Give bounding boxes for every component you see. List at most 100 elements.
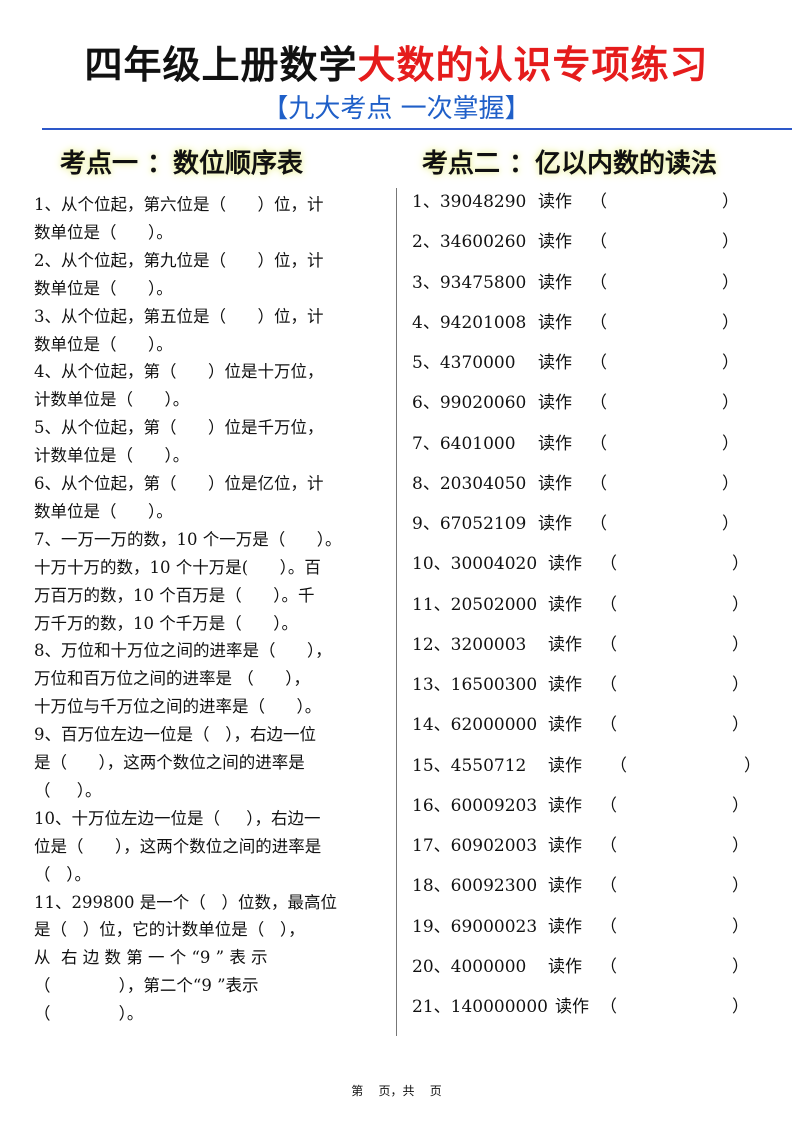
reading-question: 10、30004020 读作 （ ） <box>412 553 749 575</box>
question-line: 5、从个位起，第（ ）位是千万位， <box>34 418 324 438</box>
title-black: 四年级上册数学 <box>84 43 358 87</box>
question-line: 万千万的数，10 个千万是（ ）。 <box>34 613 298 633</box>
question-line: 6、从个位起，第（ ）位是亿位，计 <box>34 474 324 493</box>
reading-question: 7、6401000 读作 （ ） <box>412 433 739 455</box>
answer-close-paren: ） <box>722 192 739 212</box>
question-line: 数单位是（ ）。 <box>34 501 173 521</box>
question-line: 9、百万位左边一位是（ ），右边一位 <box>34 725 316 745</box>
question-number: 2、34600260 <box>412 232 527 253</box>
answer-close-paren: ） <box>722 473 739 494</box>
question-line: 万位和百万位之间的进率是 （ ）， <box>34 669 310 689</box>
question-line: 位是（ ），这两个数位之间的进率是 <box>34 836 322 856</box>
read-label: 读作 <box>538 353 572 373</box>
question-line: 十万十万的数，10 个十万是( ）。百 <box>34 557 321 577</box>
question-number: 18、60092300 <box>412 876 538 897</box>
answer-open-paren[interactable]: （ <box>600 715 617 736</box>
read-label: 读作 <box>548 755 582 776</box>
answer-open-paren[interactable]: （ <box>600 675 617 695</box>
reading-question: 19、69000023 读作 （ ） <box>412 916 749 938</box>
reading-question: 15、4550712 读作 （ ） <box>412 755 761 777</box>
answer-open-paren[interactable]: （ <box>600 997 617 1017</box>
answer-open-paren[interactable]: （ <box>600 594 617 615</box>
subtitle: 【九大考点 一次掌握】 <box>262 94 531 124</box>
question-number: 9、67052109 <box>412 514 527 534</box>
page-title: 四年级上册数学大数的认识专项练习 <box>0 34 793 89</box>
answer-open-paren[interactable]: （ <box>590 192 607 212</box>
answer-close-paren: ） <box>722 353 739 373</box>
answer-close-paren: ） <box>732 876 749 897</box>
question-line: 11、299800 是一个（ ）位数，最高位 <box>34 892 337 912</box>
question-line: 数单位是（ ）。 <box>34 222 173 242</box>
question-line: 万百万的数，10 个百万是（ ）。千 <box>34 585 315 605</box>
answer-close-paren: ） <box>732 554 749 575</box>
answer-close-paren: ） <box>722 272 739 293</box>
answer-close-paren: ） <box>732 715 749 736</box>
reading-question: 5、4370000 读作 （ ） <box>412 352 739 374</box>
question-line: 是（ ），这两个数位之间的进率是 <box>34 753 305 772</box>
answer-close-paren: ） <box>722 232 739 253</box>
answer-open-paren[interactable]: （ <box>610 755 627 776</box>
answer-open-paren[interactable]: （ <box>590 473 607 494</box>
answer-open-paren[interactable]: （ <box>600 956 617 977</box>
question-line: 8、万位和十万位之间的进率是（ ）， <box>34 641 332 661</box>
answer-close-paren: ） <box>744 755 761 776</box>
answer-open-paren[interactable]: （ <box>600 916 617 937</box>
question-number: 20、4000000 <box>412 956 527 977</box>
reading-question: 21、140000000 读作 （ ） <box>412 996 749 1018</box>
question-number: 21、140000000 <box>412 997 548 1017</box>
question-line: （ ）。 <box>34 1004 144 1024</box>
read-label: 读作 <box>548 876 582 897</box>
read-label: 读作 <box>538 272 572 293</box>
question-number: 1、39048290 <box>412 192 527 212</box>
question-line: （ ）。 <box>34 864 91 884</box>
read-label: 读作 <box>538 473 572 494</box>
reading-question: 11、20502000 读作 （ ） <box>412 594 749 616</box>
answer-open-paren[interactable]: （ <box>590 353 607 373</box>
question-number: 13、16500300 <box>412 675 538 695</box>
answer-close-paren: ） <box>732 836 749 856</box>
read-label: 读作 <box>548 715 582 736</box>
answer-open-paren[interactable]: （ <box>590 312 607 333</box>
reading-question: 3、93475800 读作 （ ） <box>412 272 739 294</box>
answer-open-paren[interactable]: （ <box>600 634 617 655</box>
question-number: 15、4550712 <box>412 755 527 776</box>
question-line: 是（ ）位，它的计数单位是（ ）， <box>34 920 305 940</box>
answer-close-paren: ） <box>732 675 749 695</box>
question-number: 7、6401000 <box>412 433 516 454</box>
answer-close-paren: ） <box>722 312 739 333</box>
question-number: 11、20502000 <box>412 594 538 615</box>
read-label: 读作 <box>548 956 582 977</box>
read-label: 读作 <box>548 554 582 575</box>
answer-open-paren[interactable]: （ <box>600 836 617 856</box>
question-number: 14、62000000 <box>412 715 538 736</box>
reading-question: 6、99020060 读作 （ ） <box>412 392 739 414</box>
answer-open-paren[interactable]: （ <box>600 554 617 575</box>
answer-close-paren: ） <box>722 514 739 534</box>
answer-open-paren[interactable]: （ <box>590 393 607 414</box>
question-line: 7、一万一万的数，10 个一万是（ ）。 <box>34 529 342 549</box>
question-line: 数单位是（ ）。 <box>34 334 173 354</box>
answer-open-paren[interactable]: （ <box>590 433 607 454</box>
answer-open-paren[interactable]: （ <box>600 795 617 816</box>
question-number: 12、3200003 <box>412 634 527 655</box>
read-label: 读作 <box>548 795 582 816</box>
question-line: 十万位与千万位之间的进率是（ ）。 <box>34 697 322 717</box>
reading-question: 13、16500300 读作 （ ） <box>412 674 749 696</box>
read-label: 读作 <box>548 634 582 655</box>
answer-open-paren[interactable]: （ <box>590 514 607 534</box>
read-label: 读作 <box>538 433 572 454</box>
answer-open-paren[interactable]: （ <box>590 272 607 293</box>
page-footer: 第 页，共 页 <box>351 1084 442 1098</box>
question-line: 数单位是（ ）。 <box>34 278 173 298</box>
answer-close-paren: ） <box>722 393 739 414</box>
read-label: 读作 <box>548 916 582 937</box>
read-label: 读作 <box>538 393 572 414</box>
question-line: （ ），第二个“9 ”表示 <box>34 976 259 996</box>
question-number: 5、4370000 <box>412 353 516 373</box>
question-number: 16、60009203 <box>412 795 538 816</box>
question-line: 2、从个位起，第九位是（ ）位，计 <box>34 250 324 270</box>
answer-open-paren[interactable]: （ <box>600 876 617 897</box>
read-label: 读作 <box>548 594 582 615</box>
answer-open-paren[interactable]: （ <box>590 232 607 253</box>
read-label: 读作 <box>555 997 589 1017</box>
